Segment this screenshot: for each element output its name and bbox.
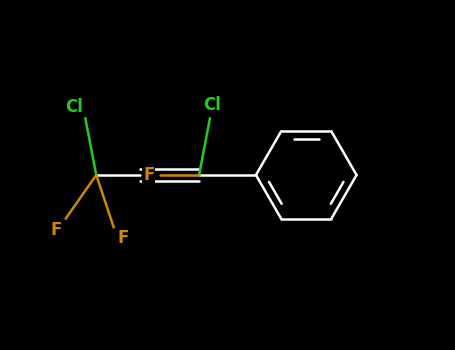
Text: Cl: Cl <box>66 98 83 116</box>
Text: F: F <box>51 221 62 239</box>
Text: F: F <box>118 230 129 247</box>
Text: Cl: Cl <box>203 96 221 114</box>
Text: F: F <box>143 166 154 184</box>
